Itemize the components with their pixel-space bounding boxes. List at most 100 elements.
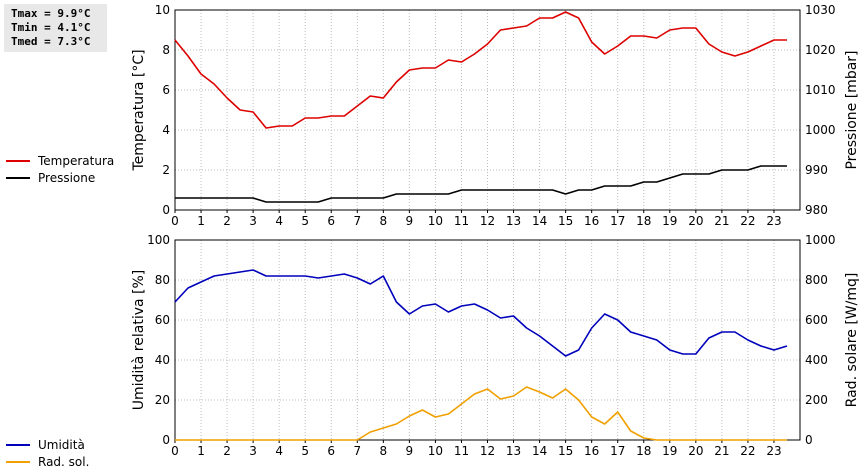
tmin-label: Tmin = — [11, 21, 51, 34]
x-tick-label: 13 — [506, 444, 521, 458]
y-tick-label: 0 — [162, 433, 170, 447]
y2-tick-label: 1020 — [805, 43, 836, 57]
x-tick-label: 11 — [454, 444, 469, 458]
tmed-label: Tmed = — [11, 35, 51, 48]
x-tick-label: 20 — [688, 214, 703, 228]
y-tick-label: 20 — [155, 393, 170, 407]
x-tick-label: 22 — [740, 214, 755, 228]
y2-tick-label: 990 — [805, 163, 828, 177]
legend-item-umidita: Umidità — [6, 436, 89, 453]
y2-tick-label: 1000 — [805, 123, 836, 137]
y-tick-label: 4 — [162, 123, 170, 137]
x-tick-label: 0 — [171, 214, 179, 228]
tmax-value: 9.9°C — [57, 7, 91, 20]
legend-swatch-pressione — [6, 176, 30, 179]
x-tick-label: 21 — [714, 444, 729, 458]
x-tick-label: 9 — [406, 444, 414, 458]
x-tick-label: 14 — [532, 444, 547, 458]
x-tick-label: 11 — [454, 214, 469, 228]
chart-panel-top: 0 1 2 3 4 5 6 7 8 9 10 11 12 13 14 15 16 17 18 19 20 21 22 2302… — [131, 3, 860, 228]
y2-tick-label: 200 — [805, 393, 828, 407]
y-tick-label: 10 — [155, 3, 170, 17]
x-tick-label: 16 — [584, 214, 599, 228]
y-axis-label: Temperatura [°C] — [131, 49, 147, 171]
x-tick-label: 6 — [327, 214, 335, 228]
legend-label-temperatura: Temperatura — [38, 153, 115, 168]
x-tick-label: 8 — [380, 444, 388, 458]
x-tick-label: 19 — [662, 214, 677, 228]
x-tick-label: 6 — [327, 444, 335, 458]
y-tick-label: 80 — [155, 273, 170, 287]
x-tick-label: 15 — [558, 214, 573, 228]
y2-tick-label: 1010 — [805, 83, 836, 97]
x-tick-label: 17 — [610, 444, 625, 458]
legend-item-temperatura: Temperatura — [6, 152, 114, 169]
legend-swatch-umidita — [6, 443, 30, 446]
x-tick-label: 15 — [558, 444, 573, 458]
x-tick-label: 22 — [740, 444, 755, 458]
y2-tick-label: 600 — [805, 313, 828, 327]
y2-tick-label: 0 — [805, 433, 813, 447]
series-line-temperatura — [174, 11, 787, 129]
x-tick-label: 9 — [406, 214, 414, 228]
y2-tick-label: 400 — [805, 353, 828, 367]
legend-swatch-temperatura — [6, 159, 30, 162]
legend-top: Temperatura Pressione — [6, 152, 114, 186]
x-tick-label: 3 — [249, 214, 257, 228]
y2-tick-label: 1000 — [805, 233, 836, 247]
x-tick-label: 21 — [714, 214, 729, 228]
x-tick-label: 13 — [506, 214, 521, 228]
x-tick-label: 17 — [610, 214, 625, 228]
x-tick-label: 2 — [223, 214, 231, 228]
y-tick-label: 60 — [155, 313, 170, 327]
x-tick-label: 10 — [428, 214, 443, 228]
x-tick-label: 19 — [662, 444, 677, 458]
series-line-rad-sol- — [175, 386, 787, 441]
tmax-label: Tmax = — [11, 7, 51, 20]
x-tick-label: 1 — [197, 444, 205, 458]
y2-tick-label: 980 — [805, 203, 828, 217]
tmed-value: 7.3°C — [57, 35, 91, 48]
x-tick-label: 16 — [584, 444, 599, 458]
x-tick-label: 0 — [171, 444, 179, 458]
x-tick-label: 20 — [688, 444, 703, 458]
x-tick-label: 1 — [197, 214, 205, 228]
legend-label-umidita: Umidità — [38, 437, 85, 452]
y-tick-label: 40 — [155, 353, 170, 367]
x-tick-label: 2 — [223, 444, 231, 458]
x-tick-label: 4 — [275, 444, 283, 458]
stats-box: Tmax = 9.9°C Tmin = 4.1°C Tmed = 7.3°C — [4, 4, 107, 52]
x-tick-label: 7 — [353, 444, 361, 458]
x-tick-label: 5 — [301, 214, 309, 228]
y2-axis-label: Pressione [mbar] — [844, 50, 860, 169]
x-tick-label: 18 — [636, 444, 651, 458]
x-tick-label: 5 — [301, 444, 309, 458]
x-tick-label: 14 — [532, 214, 547, 228]
y-tick-label: 100 — [147, 233, 170, 247]
x-tick-label: 7 — [353, 214, 361, 228]
x-tick-label: 12 — [480, 214, 495, 228]
y-tick-label: 8 — [162, 43, 170, 57]
legend-label-pressione: Pressione — [38, 170, 96, 185]
y-tick-label: 0 — [162, 203, 170, 217]
y2-tick-label: 800 — [805, 273, 828, 287]
chart-canvas: 0 1 2 3 4 5 6 7 8 9 10 11 12 13 14 15 16 17 18 19 20 21 22 2302… — [131, 3, 860, 458]
y-axis-label: Umidità relativa [%] — [131, 270, 147, 411]
x-tick-label: 10 — [428, 444, 443, 458]
x-tick-label: 23 — [766, 214, 781, 228]
legend-item-pressione: Pressione — [6, 169, 114, 186]
y-tick-label: 2 — [162, 163, 170, 177]
chart-panel-bottom: 0 1 2 3 4 5 6 7 8 9 10 11 12 13 14 15 16 17 18 19 20 21 22 2302… — [131, 233, 860, 458]
x-tick-label: 4 — [275, 214, 283, 228]
legend-swatch-radsol — [6, 460, 30, 463]
series-line-umidit- — [174, 269, 788, 357]
y-tick-label: 6 — [162, 83, 170, 97]
tmin-value: 4.1°C — [57, 21, 91, 34]
y2-axis-label: Rad. solare [W/mq] — [844, 273, 860, 408]
x-tick-label: 18 — [636, 214, 651, 228]
x-tick-label: 3 — [249, 444, 257, 458]
y2-tick-label: 1030 — [805, 3, 836, 17]
x-tick-label: 8 — [380, 214, 388, 228]
x-tick-label: 23 — [766, 444, 781, 458]
x-tick-label: 12 — [480, 444, 495, 458]
